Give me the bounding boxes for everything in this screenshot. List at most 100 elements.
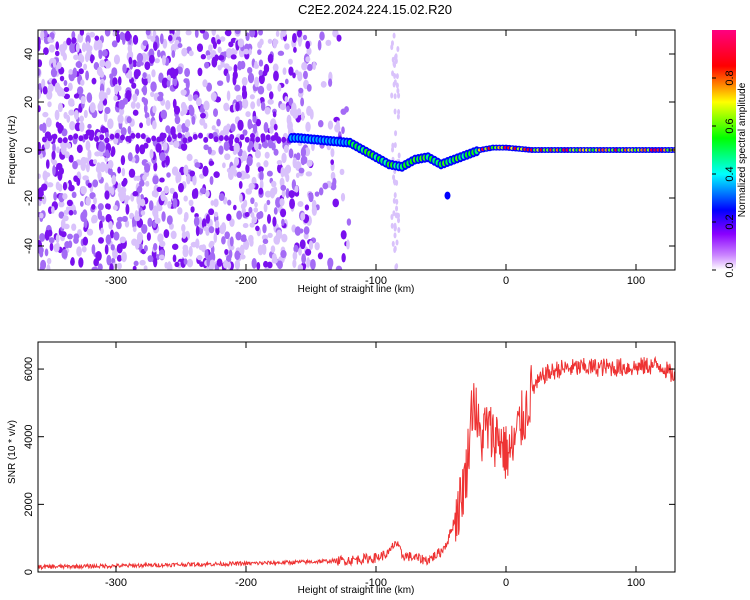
- heatmap-cell: [284, 78, 289, 85]
- heatmap-cell: [272, 63, 279, 72]
- ridge-cell: [239, 134, 245, 141]
- heatmap-cell: [320, 81, 327, 88]
- heatmap-cell: [47, 101, 52, 108]
- heatmap-cell: [194, 30, 199, 38]
- heatmap-cell: [280, 184, 287, 191]
- heatmap-cell: [124, 196, 129, 206]
- heatmap-cell: [197, 67, 203, 77]
- heatmap-cell: [133, 260, 139, 267]
- heatmap-cell: [75, 42, 80, 53]
- heatmap-cell: [298, 167, 305, 174]
- heatmap-cell: [255, 118, 262, 127]
- heatmap-cell: [394, 53, 398, 60]
- heatmap-cell: [256, 262, 261, 270]
- heatmap-cell: [202, 79, 208, 88]
- heatmap-cell: [391, 146, 395, 153]
- heatmap-cell: [247, 67, 253, 74]
- heatmap-cell: [281, 152, 287, 164]
- heatmap-cell: [147, 73, 151, 84]
- heatmap-cell: [228, 249, 233, 259]
- heatmap-cell: [38, 42, 41, 52]
- heatmap-cell: [393, 142, 397, 149]
- heatmap-cell: [80, 185, 87, 195]
- heatmap-cell: [189, 170, 196, 177]
- heatmap-cell: [257, 49, 262, 55]
- heatmap-cell: [234, 84, 241, 92]
- heatmap-cell: [137, 185, 143, 194]
- heatmap-cell: [314, 242, 320, 251]
- heatmap-cell: [213, 57, 218, 65]
- heatmap-cell: [117, 114, 124, 124]
- snr-y-ticks: 0 2000 4000 6000: [23, 357, 675, 575]
- heatmap-cell: [54, 50, 60, 57]
- heatmap-cell: [105, 203, 110, 210]
- ridge-cell: [166, 136, 172, 143]
- heatmap-cell: [170, 230, 177, 240]
- heatmap-cell: [100, 227, 104, 235]
- heatmap-cell: [230, 54, 237, 60]
- heatmap-cell: [68, 109, 75, 116]
- heatmap-cell: [104, 106, 111, 115]
- heatmap-cell: [242, 129, 248, 136]
- heatmap-cell: [81, 246, 87, 253]
- heatmap-cell: [234, 259, 241, 270]
- heatmap-cell: [296, 152, 301, 159]
- heatmap-cell: [47, 83, 54, 93]
- heatmap-cell: [88, 159, 95, 167]
- heatmap-cell: [279, 198, 285, 207]
- heatmap-cell: [121, 215, 128, 223]
- heatmap-cell: [132, 93, 138, 102]
- heatmap-cell: [142, 174, 147, 181]
- heatmap-cell: [392, 197, 396, 204]
- heatmap-cell: [328, 78, 333, 87]
- heatmap-cell: [62, 193, 68, 200]
- heatmap-cell: [258, 30, 264, 36]
- heatmap-cell: [245, 164, 250, 174]
- heatmap-cell: [42, 86, 48, 95]
- colorbar-tick-label: 0.4: [724, 166, 736, 181]
- heatmap-cell: [195, 97, 202, 107]
- heatmap-cell: [184, 126, 189, 133]
- heatmap-cell: [300, 97, 305, 107]
- ridge-cell: [99, 134, 105, 141]
- ridge-cell: [68, 134, 73, 141]
- colorbar: 0.0 0.2 0.4 0.6 0.8 Normalized spectral ampl…: [712, 30, 748, 278]
- heatmap-cell: [395, 198, 399, 205]
- heatmap-cell: [306, 47, 312, 56]
- heatmap-cell: [91, 266, 99, 270]
- heatmap-cell: [173, 140, 180, 148]
- x-tick-label: 0: [503, 577, 509, 589]
- ridge-cell: [276, 136, 281, 143]
- heatmap-cell: [332, 177, 337, 186]
- heatmap-cell: [392, 174, 396, 181]
- heatmap-cell: [208, 264, 214, 270]
- heatmap-cell: [216, 118, 221, 127]
- heatmap-cell: [245, 188, 253, 195]
- heatmap-cell: [104, 60, 112, 69]
- heatmap-cell: [138, 180, 145, 187]
- heatmap-cell: [181, 224, 186, 233]
- heatmap-cell: [163, 185, 169, 194]
- heatmap-cell: [292, 32, 297, 43]
- heatmap-cell: [199, 117, 206, 126]
- ridge-cell: [208, 133, 214, 140]
- heatmap-cell: [216, 39, 221, 45]
- heatmap-cell: [396, 113, 400, 120]
- heatmap-cell: [244, 173, 251, 179]
- heatmap-cell: [325, 39, 332, 47]
- heatmap-cell: [339, 168, 345, 176]
- heatmap-cell: [209, 175, 214, 185]
- heatmap-cell: [216, 258, 223, 267]
- heatmap-cell: [47, 36, 52, 43]
- heatmap-cell: [306, 159, 313, 167]
- heatmap-cell: [39, 249, 44, 258]
- heatmap-cell: [226, 49, 232, 59]
- heatmap-cell: [393, 224, 397, 231]
- heatmap-cell: [143, 103, 148, 114]
- ridge-cell: [83, 133, 89, 140]
- heatmap-cell: [204, 249, 209, 259]
- heatmap-cell: [69, 42, 76, 54]
- ridge-cell: [187, 136, 193, 143]
- heatmap-cell: [156, 253, 160, 261]
- x-tick-label: -100: [365, 275, 387, 287]
